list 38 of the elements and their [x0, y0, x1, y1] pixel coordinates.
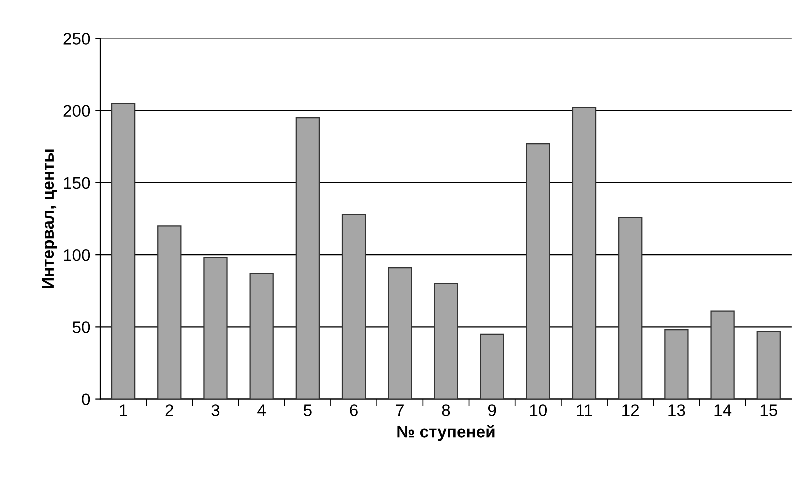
y-axis-title: Интервал, центы	[42, 150, 58, 288]
bar	[250, 273, 274, 400]
x-tick-label: 4	[258, 404, 266, 416]
bar	[388, 267, 412, 400]
bar	[756, 330, 781, 400]
bar	[158, 226, 182, 400]
bar	[480, 334, 504, 400]
y-tick-label: 50	[72, 322, 90, 334]
bar	[572, 107, 597, 400]
x-axis-title: № ступеней	[398, 425, 495, 442]
bar	[204, 257, 228, 400]
x-tick-label: 10	[530, 404, 548, 416]
bar	[296, 117, 320, 400]
bar	[111, 103, 136, 400]
x-tick-label: 2	[166, 404, 174, 416]
bar	[526, 143, 550, 400]
x-tick-label: 6	[350, 404, 358, 416]
x-tick-label: 3	[212, 404, 220, 416]
bar	[618, 217, 643, 400]
y-tick-label: 250	[64, 33, 90, 45]
y-tick-label: 200	[64, 105, 90, 118]
y-tick-label: 100	[64, 249, 90, 262]
x-tick-label: 9	[488, 404, 496, 416]
x-tick-label: 1	[120, 404, 128, 416]
bar	[710, 310, 735, 400]
x-tick-label: 12	[622, 404, 640, 416]
x-tick-label: 8	[442, 404, 450, 416]
y-tick-label: 0	[82, 394, 90, 406]
x-tick-label: 13	[668, 404, 686, 416]
y-tick-label: 150	[64, 177, 90, 190]
x-tick-label: 7	[396, 404, 404, 416]
bar	[342, 214, 366, 400]
bar	[434, 283, 458, 400]
x-tick-label: 5	[304, 404, 312, 416]
x-tick-label: 15	[760, 404, 778, 416]
bar	[664, 330, 689, 400]
x-tick-label: 14	[714, 404, 732, 416]
x-tick-label: 11	[577, 404, 592, 416]
